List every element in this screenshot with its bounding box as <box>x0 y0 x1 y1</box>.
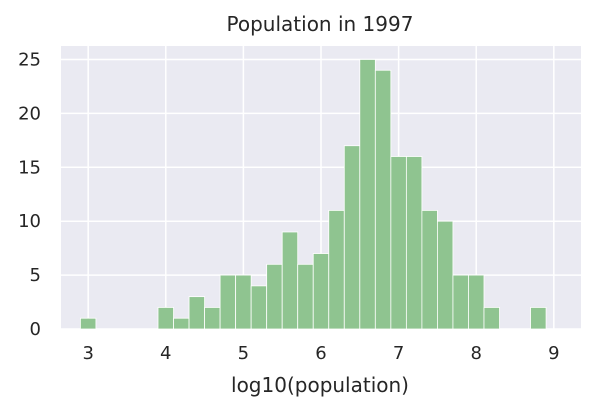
x-tick-label: 3 <box>82 343 93 364</box>
y-tick-label: 10 <box>18 211 41 232</box>
histogram-bar <box>405 156 423 330</box>
x-axis-label: log10(population) <box>231 373 409 397</box>
histogram-bar <box>250 285 268 330</box>
x-tick-label: 8 <box>470 343 481 364</box>
x-tick-label: 4 <box>160 343 171 364</box>
histogram-bar <box>173 317 190 330</box>
histogram-bar <box>452 274 469 330</box>
x-tick-label: 9 <box>548 343 559 364</box>
y-tick-label: 0 <box>30 319 41 340</box>
histogram-bar <box>157 307 174 330</box>
histogram-bar <box>390 156 407 330</box>
histogram-bar <box>530 307 547 330</box>
histogram-bar <box>188 296 205 330</box>
histogram-bar <box>343 145 361 330</box>
histogram-bar <box>281 231 299 330</box>
histogram-bar <box>437 220 454 330</box>
histogram-bar <box>374 69 392 330</box>
x-tick-label: 7 <box>393 343 404 364</box>
histogram-bar <box>266 263 283 330</box>
chart-title: Population in 1997 <box>227 12 414 36</box>
bars <box>80 59 547 330</box>
y-tick-label: 15 <box>18 157 41 178</box>
histogram-bar <box>312 253 330 330</box>
x-tick-label: 5 <box>238 343 249 364</box>
y-tick-label: 20 <box>18 103 41 124</box>
histogram-bar <box>421 210 438 330</box>
grid-lines <box>61 46 581 330</box>
histogram-bar <box>328 210 345 330</box>
histogram-bar <box>235 274 252 330</box>
histogram-bar <box>204 307 221 330</box>
histogram-bar <box>483 307 500 330</box>
y-tick-label: 5 <box>30 265 41 286</box>
y-tick-labels: 0 5 10 15 20 25 <box>18 49 41 340</box>
histogram-bar <box>297 263 314 330</box>
y-tick-label: 25 <box>18 49 41 70</box>
histogram-bar <box>359 59 376 330</box>
histogram-bar <box>219 274 237 330</box>
histogram-bar <box>80 317 97 330</box>
x-tick-labels: 3 4 5 6 7 8 9 <box>82 343 559 364</box>
x-tick-label: 6 <box>315 343 326 364</box>
histogram-bar <box>468 274 485 330</box>
